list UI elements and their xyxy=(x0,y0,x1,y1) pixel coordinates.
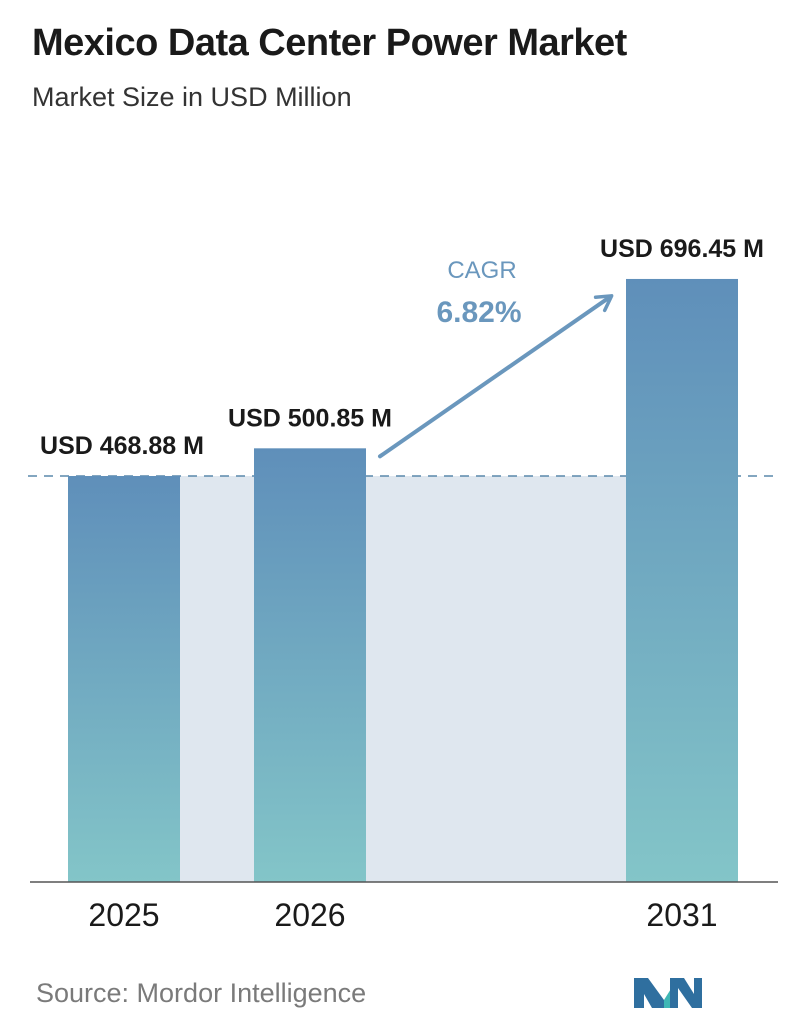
x-tick-label: 2025 xyxy=(88,897,159,933)
data-label: USD 468.88 M xyxy=(40,432,204,460)
bar-2026 xyxy=(254,448,366,882)
cagr-value: 6.82% xyxy=(436,296,521,329)
x-tick-label: 2031 xyxy=(646,897,717,933)
background-band xyxy=(124,476,682,882)
bar-2031 xyxy=(626,278,738,882)
bar-chart: 2025 2026 2031 USD 468.88 M USD 500.85 M USD… xyxy=(28,235,780,933)
data-label: USD 696.45 M xyxy=(600,235,764,263)
data-label: USD 500.85 M xyxy=(228,404,392,432)
mordor-intelligence-logo-icon xyxy=(634,978,702,1008)
chart-title: Mexico Data Center Power Market xyxy=(32,22,627,64)
x-tick-label: 2026 xyxy=(274,897,345,933)
cagr-label: CAGR xyxy=(447,257,516,284)
cagr-arrow xyxy=(378,294,614,459)
source-note: Source: Mordor Intelligence xyxy=(36,978,367,1008)
chart-subtitle: Market Size in USD Million xyxy=(32,82,352,112)
bar-2025 xyxy=(68,476,180,882)
